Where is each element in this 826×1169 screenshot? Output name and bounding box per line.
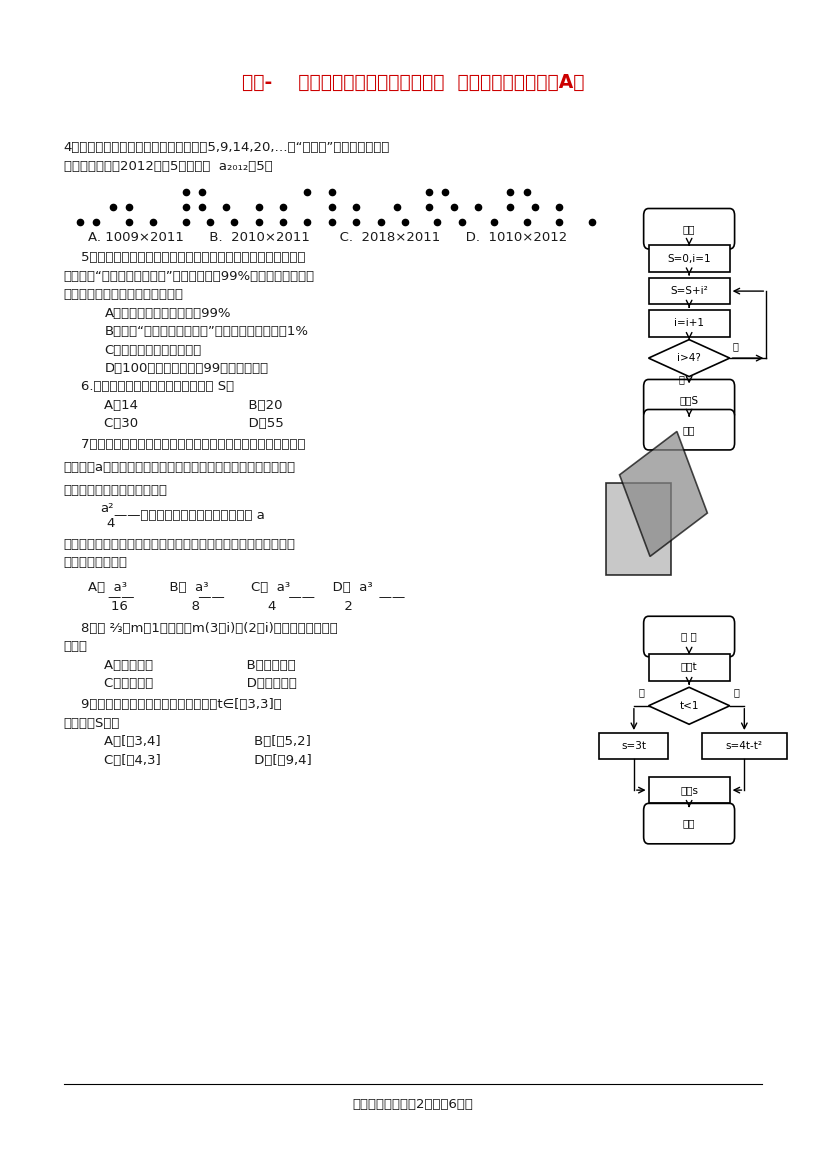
Text: A. 1009×2011      B.  2010×2011       C.  2018×2011      D.  1010×2012: A. 1009×2011 B. 2010×2011 C. 2018×2011 D… [88,231,567,244]
Text: i=i+1: i=i+1 [674,318,704,328]
Text: 8．当 ⅔＜m＜1时，复数m(3＋i)－(2＋i)在复平面内对应的: 8．当 ⅔＜m＜1时，复数m(3＋i)－(2＋i)在复平面内对应的 [64,622,338,635]
Text: C．第三象限                      D．第四象限: C．第三象限 D．第四象限 [104,677,297,691]
Text: 个正方形重叠部分的面积恒为: 个正方形重叠部分的面积恒为 [64,484,168,498]
Text: A．  a³          B．  a³          C．  a³          D．  a³: A． a³ B． a³ C． a³ D． a³ [88,581,373,595]
FancyBboxPatch shape [643,380,734,420]
Text: 论是成立的，下列说法中正确的是: 论是成立的，下列说法中正确的是 [64,288,184,302]
Text: B．认为“吸烟与患肺癌有关”犯错误的概率不超过1%: B．认为“吸烟与患肺癌有关”犯错误的概率不超过1% [104,325,308,338]
Text: a²: a² [100,502,114,514]
Text: 叠部分的体积恒为: 叠部分的体积恒为 [64,556,128,569]
FancyBboxPatch shape [648,245,729,272]
Text: A．第一象限                      B．第二象限: A．第一象限 B．第二象限 [104,659,297,672]
FancyBboxPatch shape [648,310,729,337]
Text: 点位于: 点位于 [64,641,88,653]
Text: 则输出的S属于: 则输出的S属于 [64,717,120,729]
Text: 省市-    高二数学下学期期末考试试题  文（扫描版）新人教A版: 省市- 高二数学下学期期末考试试题 文（扫描版）新人教A版 [242,72,584,91]
Text: i>4?: i>4? [677,353,701,364]
FancyBboxPatch shape [643,616,734,657]
Text: D．100个吸烟人大约有99个人患有肺癌: D．100个吸烟人大约有99个人患有肺癌 [104,362,268,375]
Polygon shape [648,687,729,725]
Text: 否: 否 [733,687,739,697]
Text: 否: 否 [732,341,738,352]
Text: 结束: 结束 [683,818,695,829]
Text: 开 始: 开 始 [681,631,697,642]
Text: 6.阅读如右图的程序框图，则输出的 S＝: 6.阅读如右图的程序框图，则输出的 S＝ [64,380,234,394]
FancyBboxPatch shape [643,409,734,450]
Text: 9．执行右面的程序框图，如果输入的t∈[％3,3]，: 9．执行右面的程序框图，如果输入的t∈[％3,3]， [64,698,282,711]
Polygon shape [606,483,672,575]
Text: 数据得出“吸烟与患肺癌有关”的结论，并有99%的把握认为这个结: 数据得出“吸烟与患肺癌有关”的结论，并有99%的把握认为这个结 [64,270,315,283]
Text: S=S+i²: S=S+i² [670,286,708,296]
Text: 7．现有一个关于平面图形的命题：如图，同一个平面内有两个: 7．现有一个关于平面图形的命题：如图，同一个平面内有两个 [64,438,306,451]
Text: 结束: 结束 [683,424,695,435]
Text: C．吸烟的人一定会患肺癌: C．吸烟的人一定会患肺癌 [104,344,202,357]
FancyBboxPatch shape [648,278,729,304]
Text: A．14                          B．20: A．14 B．20 [104,399,282,411]
Text: 输入t: 输入t [681,663,697,672]
Text: ——               ——               ——               ——: —— —— —— —— [91,590,405,603]
FancyBboxPatch shape [643,208,734,249]
FancyBboxPatch shape [600,733,668,760]
FancyBboxPatch shape [643,803,734,844]
Text: C．30                          D．55: C．30 D．55 [104,417,284,430]
Text: S=0,i=1: S=0,i=1 [667,254,711,264]
Text: s=4t-t²: s=4t-t² [726,741,763,752]
Text: 是: 是 [638,687,644,697]
Text: 成，此数列的第2012项与5的差，即  a₂₀₁₂％5＝: 成，此数列的第2012项与5的差，即 a₂₀₁₂％5＝ [64,160,273,173]
Polygon shape [648,340,729,376]
FancyBboxPatch shape [648,655,729,682]
FancyBboxPatch shape [648,777,729,803]
Polygon shape [620,431,707,556]
Text: 输出S: 输出S [680,395,699,404]
Text: 边长都是a的正方形，其中一个的某顶点在另一个的中心，则这两: 边长都是a的正方形，其中一个的某顶点在另一个的中心，则这两 [64,462,296,475]
Text: A．[％3,4]                      B．[％5,2]: A．[％3,4] B．[％5,2] [104,735,311,748]
Text: s=3t: s=3t [621,741,647,752]
Text: 的正方体，其中一个的某顶点在另一个的中心，则这两个正方体重: 的正方体，其中一个的某顶点在另一个的中心，则这两个正方体重 [64,538,296,551]
Text: 4: 4 [106,517,114,530]
Text: 是: 是 [678,374,684,383]
Text: 高二数学（文）第2页（兲6页）: 高二数学（文）第2页（兲6页） [353,1098,473,1111]
Text: 开始: 开始 [683,223,695,234]
Text: A．吸烟人患肺癌的概率为99%: A．吸烟人患肺癌的概率为99% [104,306,231,319]
Text: C．[％4,3]                      D．[％9,4]: C．[％4,3] D．[％9,4] [104,754,312,767]
Text: 5．在研究吸烟与患肺癌的关系中，通过收集数据，整理、分析: 5．在研究吸烟与患肺癌的关系中，通过收集数据，整理、分析 [64,251,306,264]
Text: 输出s: 输出s [680,786,698,795]
Text: ——，类比到空间，有两个棱长均为 a: ——，类比到空间，有两个棱长均为 a [114,509,265,521]
Text: 16               8                4                2: 16 8 4 2 [94,600,353,613]
FancyBboxPatch shape [702,733,787,760]
Text: t<1: t<1 [679,700,699,711]
Text: 4．将石子摆成如图的梯形形状，称数列5,9,14,20,…为“梯形数”，根据图形的构: 4．将石子摆成如图的梯形形状，称数列5,9,14,20,…为“梯形数”，根据图形… [64,141,390,154]
